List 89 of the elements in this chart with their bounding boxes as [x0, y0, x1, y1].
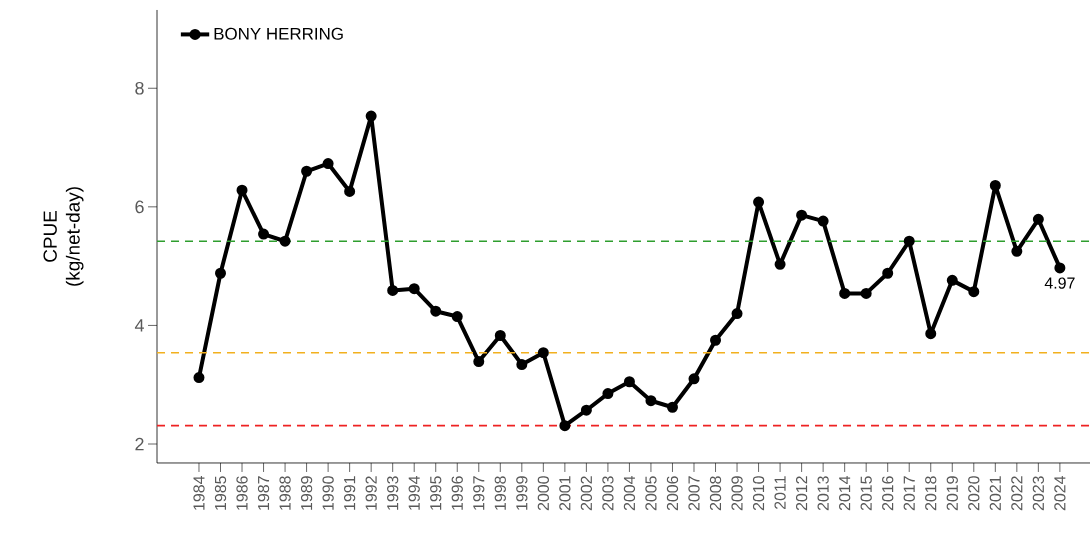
point	[925, 328, 937, 340]
point	[946, 274, 958, 286]
x-tick-label: 2024	[1054, 475, 1066, 511]
point	[839, 287, 851, 299]
x-tick-label: 2022	[1011, 476, 1023, 511]
x-tick-label: 2021	[989, 476, 1001, 511]
x-tick-label: 2001	[559, 476, 571, 511]
x-tick-label: 1987	[257, 476, 270, 510]
x-tick-label: 2016	[882, 476, 894, 511]
point	[193, 372, 205, 384]
point	[580, 404, 592, 416]
point	[1054, 262, 1066, 274]
x-tick-label: 1997	[473, 476, 485, 510]
point	[408, 283, 420, 295]
point	[774, 258, 786, 270]
point	[1011, 245, 1023, 257]
point	[473, 356, 485, 368]
x-tick-label: 2003	[602, 476, 614, 511]
y-tick-label: 2	[135, 437, 144, 451]
point	[860, 287, 872, 299]
y-tick-label: 6	[135, 200, 144, 214]
point	[301, 165, 313, 177]
x-tick-label: 1994	[408, 475, 420, 510]
x-tick-label: 2013	[817, 476, 829, 511]
x-tick-label: 2011	[774, 476, 786, 509]
x-tick-label: 1984	[193, 475, 205, 510]
x-tick-label: 1988	[279, 476, 291, 510]
point	[430, 305, 442, 317]
x-tick-label: 1996	[451, 476, 463, 510]
x-tick-label: 2005	[645, 476, 657, 511]
x-tick-label: 1999	[516, 476, 528, 510]
x-tick-label: 2020	[968, 476, 980, 511]
point	[731, 308, 743, 320]
point	[537, 347, 549, 359]
x-tick-label: 1992	[365, 476, 377, 510]
point	[796, 209, 808, 221]
point	[710, 334, 722, 346]
x-tick-label: 2008	[709, 476, 722, 511]
point	[258, 228, 270, 240]
x-tick-label: 2018	[925, 476, 937, 511]
x-tick-label: 2023	[1032, 476, 1044, 511]
y-tick-label: 4	[134, 319, 144, 332]
x-tick-label: 2010	[752, 476, 765, 511]
point	[215, 267, 226, 279]
x-tick-label: 2000	[537, 476, 549, 511]
x-tick-label: 2017	[903, 476, 915, 511]
point	[989, 179, 1001, 191]
y-axis-title: CPUE (kg/net-day)	[43, 187, 84, 286]
point	[882, 267, 894, 279]
point	[666, 401, 678, 413]
point	[559, 420, 571, 432]
point	[236, 184, 248, 196]
x-tick-label: 2009	[731, 476, 743, 511]
point	[365, 110, 377, 122]
legend-label: BONY HERRING	[214, 27, 343, 40]
point	[516, 359, 528, 371]
point	[623, 376, 635, 388]
x-tick-label: 2002	[580, 476, 593, 511]
x-tick-label: 1993	[387, 476, 399, 510]
point	[968, 286, 980, 298]
point	[344, 185, 356, 197]
x-tick-label: 1985	[214, 476, 227, 510]
point	[903, 235, 915, 247]
point	[602, 388, 614, 400]
point	[1032, 213, 1044, 225]
point	[494, 330, 506, 341]
point	[279, 235, 291, 247]
x-tick-label: 1991	[344, 476, 356, 510]
x-tick-label: 1986	[236, 476, 248, 510]
x-tick-label: 2019	[946, 476, 958, 511]
point	[322, 158, 334, 170]
x-tick-label: 1989	[300, 476, 313, 510]
x-tick-label: 2015	[860, 476, 872, 511]
point	[688, 373, 700, 385]
point	[645, 395, 657, 407]
data-label: 4.97	[1044, 277, 1075, 289]
x-tick-label: 2007	[688, 476, 700, 511]
x-tick-label: 1990	[322, 476, 334, 510]
y-tick-label: 8	[135, 81, 144, 95]
point	[387, 284, 399, 296]
x-tick-label: 2012	[795, 476, 808, 511]
x-tick-label: 2004	[623, 475, 636, 511]
x-tick-label: 1998	[494, 476, 506, 510]
point	[451, 311, 463, 323]
x-tick-label: 2014	[839, 475, 851, 511]
point	[817, 215, 829, 227]
x-tick-label: 2006	[666, 476, 679, 511]
point	[753, 196, 765, 208]
x-tick-label: 1995	[430, 476, 442, 510]
